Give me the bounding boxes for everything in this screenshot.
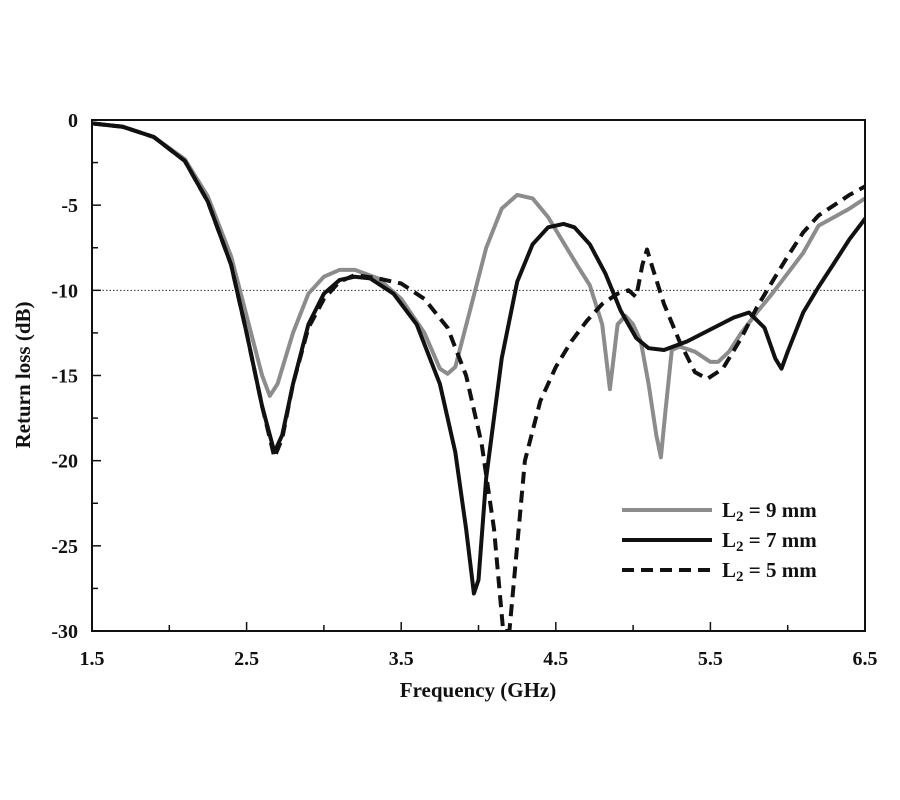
y-axis-title: Return loss (dB) xyxy=(11,301,35,448)
x-tick-label: 3.5 xyxy=(389,648,414,670)
x-tick-label: 1.5 xyxy=(80,648,105,670)
y-tick-label: -10 xyxy=(51,280,78,302)
x-tick-label: 6.5 xyxy=(853,648,878,670)
x-axis-title: Frequency (GHz) xyxy=(400,678,557,702)
series-layer xyxy=(92,121,865,631)
y-tick-labels: 0 -5 -10 -15 -20 -25 -30 xyxy=(51,110,78,643)
y-tick-label: -30 xyxy=(51,621,78,643)
legend-label-1: L2 = 9 mm xyxy=(722,498,817,525)
x-tick-label: 5.5 xyxy=(698,648,723,670)
series-line-3 xyxy=(92,121,865,631)
x-tick-label: 2.5 xyxy=(234,648,259,670)
x-tick-labels: 1.5 2.5 3.5 4.5 5.5 6.5 xyxy=(80,648,878,670)
y-tick-label: -15 xyxy=(51,366,78,388)
y-tick-label: -20 xyxy=(51,451,78,473)
x-tick-label: 4.5 xyxy=(543,648,568,670)
y-tick-label: -5 xyxy=(61,195,78,217)
legend: L2 = 9 mm L2 = 7 mm L2 = 5 mm xyxy=(622,498,817,585)
ticks-layer xyxy=(91,119,866,632)
series-line-1 xyxy=(92,121,865,460)
legend-label-2: L2 = 7 mm xyxy=(722,528,817,555)
y-tick-label: 0 xyxy=(68,110,78,132)
legend-label-3: L2 = 5 mm xyxy=(722,558,817,585)
y-tick-label: -25 xyxy=(51,536,78,558)
